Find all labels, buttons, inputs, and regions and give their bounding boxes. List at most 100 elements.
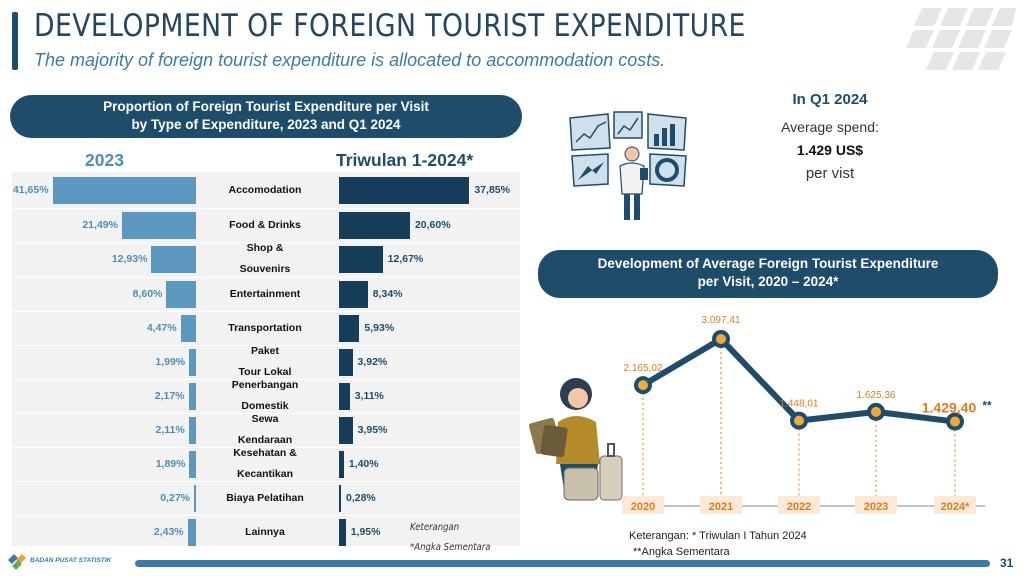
bar-2024 xyxy=(339,176,470,204)
category-label-line: Shop & xyxy=(246,242,284,254)
analyst-dashboard-illustration xyxy=(569,111,687,220)
row-divider xyxy=(12,481,520,482)
bar-label-2023: 0,27% xyxy=(160,492,190,504)
bar-label-2024: 1,95% xyxy=(350,526,381,538)
left-note-line2: *Angka Sementara xyxy=(410,542,491,553)
per-visit-label: per vist xyxy=(805,165,855,182)
bar-label-2024: 12,67% xyxy=(387,253,424,265)
data-label: 1.448,01 xyxy=(780,399,819,410)
row-divider xyxy=(12,345,520,346)
category-label-line: Tour Lokal xyxy=(238,366,292,378)
left-chart-title-line2: by Type of Expenditure, 2023 and Q1 2024 xyxy=(131,117,401,132)
row-divider xyxy=(12,515,520,516)
bar-label-2023: 2,43% xyxy=(153,526,184,538)
bar-2024 xyxy=(339,348,353,376)
left-chart-title-line1: Proportion of Foreign Tourist Expenditur… xyxy=(103,99,429,114)
bar-label-2023: 2,17% xyxy=(154,390,185,402)
data-point-coin xyxy=(794,415,804,426)
category-label: Paket Tour Lokal xyxy=(205,341,325,383)
bar-2024 xyxy=(339,382,350,410)
data-label: 1.625,36 xyxy=(857,390,896,401)
bar-label-2024: 5,93% xyxy=(364,322,395,334)
left-note-line1: Keterangan xyxy=(410,522,460,533)
row-divider xyxy=(12,379,520,380)
x-tick-background xyxy=(700,496,742,514)
bar-label-2024: 3,92% xyxy=(357,356,388,368)
x-tick-background xyxy=(622,496,664,514)
bar-2023 xyxy=(188,416,196,444)
bar-2024 xyxy=(339,245,383,273)
category-label-line: Sewa xyxy=(251,413,279,425)
footer-bar xyxy=(135,560,990,567)
bar-label-2024: 20,60% xyxy=(414,219,451,231)
category-label-line: Entertainment xyxy=(229,288,301,300)
bar-table-background xyxy=(12,172,520,546)
row-divider xyxy=(12,447,520,448)
category-label-line: Paket xyxy=(250,345,280,357)
bar-label-2023: 41,65% xyxy=(12,184,49,196)
column-title-2023: 2023 xyxy=(85,150,124,170)
page-title: DEVELOPMENT OF FOREIGN TOURIST EXPENDITU… xyxy=(34,8,746,44)
category-label: Entertainment xyxy=(205,288,325,301)
data-point-coin xyxy=(638,380,648,391)
x-tick-label: 2023 xyxy=(864,501,888,513)
bps-org-name: BADAN PUSAT STATISTIK xyxy=(30,557,112,564)
category-label-line: Domestik xyxy=(241,400,289,412)
bar-label-2024: 8,34% xyxy=(372,288,403,300)
row-divider xyxy=(12,311,520,312)
right-note-line2: **Angka Sementara xyxy=(633,546,730,558)
x-tick-label: 2021 xyxy=(709,501,733,513)
bar-2023 xyxy=(166,280,196,308)
category-label: Lainnya xyxy=(205,526,325,539)
left-chart-title: Proportion of Foreign Tourist Expenditur… xyxy=(10,95,522,138)
category-label: Biaya Pelatihan xyxy=(205,492,325,505)
bar-2023 xyxy=(151,245,196,273)
bar-label-2024: 3,11% xyxy=(354,390,384,402)
category-label-line: Penerbangan xyxy=(231,379,299,391)
category-label-line: Accomodation xyxy=(228,184,302,196)
data-point-coin xyxy=(871,406,881,417)
page-subtitle: The majority of foreign tourist expendit… xyxy=(34,50,666,70)
category-label-line: Biaya Pelatihan xyxy=(226,492,304,504)
data-label: 3.097,41 xyxy=(702,315,741,326)
bps-pattern-icon xyxy=(906,8,1016,70)
bar-label-2023: 21,49% xyxy=(82,219,118,231)
bar-2023 xyxy=(52,176,196,204)
data-label: 1.429,40 xyxy=(922,400,977,416)
x-tick-background xyxy=(855,496,897,514)
bar-2024 xyxy=(339,416,353,444)
right-chart-title-line1: Development of Average Foreign Tourist E… xyxy=(597,256,939,271)
category-label-line: Kesehatan & xyxy=(233,447,297,459)
right-chart-title-line2: per Visit, 2020 – 2024* xyxy=(697,274,839,289)
x-tick-label: 2022 xyxy=(787,501,811,513)
category-label-line: Food & Drinks xyxy=(229,219,301,231)
category-label-line: Transportation xyxy=(228,322,302,334)
bar-label-2023: 4,47% xyxy=(146,322,177,334)
category-label: Transportation xyxy=(205,322,325,335)
row-divider xyxy=(12,413,520,414)
category-label-line: Kecantikan xyxy=(236,468,294,480)
bar-2024 xyxy=(339,211,410,239)
bar-2024 xyxy=(339,314,360,342)
category-label: Penerbangan Domestik xyxy=(205,375,325,417)
column-title-2024: Triwulan 1-2024* xyxy=(336,150,474,170)
right-note: Keterangan: * Triwulan I Tahun 2024 **An… xyxy=(629,528,807,560)
category-label: Sewa Kendaraan xyxy=(205,409,325,451)
x-tick-background xyxy=(934,496,976,514)
row-divider xyxy=(12,208,520,209)
bar-label-2024: 37,85% xyxy=(474,184,510,196)
category-label: Shop & Souvenirs xyxy=(205,238,325,280)
bar-label-2023: 1,99% xyxy=(155,356,186,368)
bar-2024 xyxy=(339,518,346,546)
average-spend-label: Average spend: xyxy=(781,119,879,135)
bar-2024 xyxy=(339,484,341,512)
bar-label-2023: 1,89% xyxy=(155,458,186,470)
traveler-with-luggage-illustration xyxy=(528,378,623,501)
expenditure-line-chart: 2.165,02 2020 3.097,41 2021 1.448,01 2022 1.62… xyxy=(622,315,992,514)
bar-2023 xyxy=(121,211,196,239)
bar-2024 xyxy=(339,450,344,478)
right-note-line1: Keterangan: * Triwulan I Tahun 2024 xyxy=(629,530,807,542)
bar-2023 xyxy=(189,450,196,478)
bps-logo-icon xyxy=(8,554,26,570)
row-divider xyxy=(12,242,520,243)
